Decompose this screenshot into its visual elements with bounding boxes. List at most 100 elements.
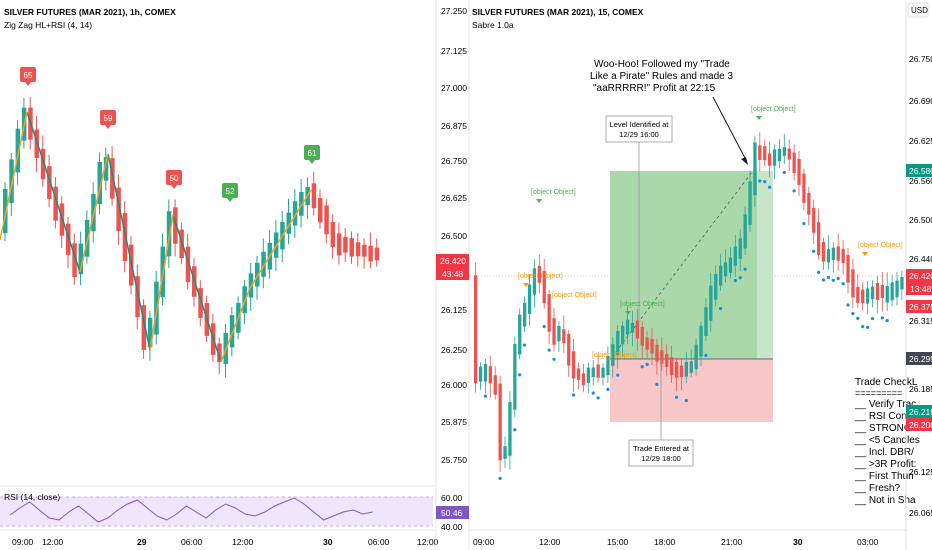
candle-body (885, 285, 889, 303)
candle-body (768, 153, 772, 166)
candle-body (229, 315, 235, 348)
svg-text:65: 65 (24, 71, 33, 80)
zigzag-labels: 65 59 50 52 61 (20, 67, 320, 202)
candle-body (217, 343, 222, 363)
zigzag-orange-line (220, 189, 312, 363)
candle-body (513, 344, 517, 410)
candle-body (650, 338, 654, 354)
sabre-dot (542, 324, 546, 329)
left-indicator-label[interactable]: Zig Zag HL+RSI (4, 14) (4, 20, 92, 30)
sabre-dot (885, 319, 889, 323)
candle-body (261, 251, 266, 277)
right-price-axis[interactable]: USD 26.750 26.690 26.625 26.560 26.500 2… (905, 0, 932, 550)
candle-body (9, 159, 14, 203)
left-time-axis[interactable]: 09:00 12:00 29 06:00 12:00 30 06:00 12:0… (0, 529, 439, 547)
rsi-line (9, 497, 373, 523)
candle-body (694, 344, 698, 370)
price-tick: 25.875 (441, 417, 467, 427)
candle-body (748, 181, 752, 225)
right-time-label: 09:00 (473, 537, 495, 547)
candle-body (116, 187, 121, 232)
candle-body (875, 283, 880, 300)
candle-body (47, 166, 52, 199)
price-tick: 26.750 (909, 54, 932, 64)
candle-body (831, 247, 835, 261)
candle-body (699, 325, 703, 357)
candle-body (782, 147, 786, 156)
candle-body (84, 219, 90, 257)
zigzag-orange-line (79, 153, 109, 273)
trade-path-line (611, 171, 753, 358)
sabre-dot (836, 276, 840, 281)
candle-body (557, 326, 561, 342)
candle-body (797, 158, 801, 185)
marker-arrow-icon (756, 116, 762, 120)
profit-annotation[interactable]: Woo-Hoo! Followed my "Trade Like a Pirat… (590, 59, 748, 165)
trade-entered-callout[interactable]: Trade Entered at 12/29 18:00 (628, 360, 694, 467)
candle-body (714, 274, 718, 300)
sabre-dot (880, 316, 884, 320)
candle-body (807, 192, 811, 215)
svg-text:50: 50 (170, 174, 179, 183)
checklist-item: __ >3R Profit: (854, 459, 916, 470)
price-badge (906, 269, 932, 282)
marker-label: [object Object] (751, 106, 796, 113)
left-chart-pane[interactable]: SILVER FUTURES (MAR 2021), 1h, COMEX Zig… (0, 7, 380, 378)
checklist-item: __ Verify Trac (854, 399, 916, 410)
price-tick: 27.125 (441, 46, 467, 56)
right-chart-pane[interactable]: SILVER FUTURES (MAR 2021), 15, COMEX Sab… (472, 7, 923, 506)
right-time-label: 12:00 (539, 537, 561, 547)
candle-body (374, 247, 380, 261)
sabre-dot (596, 396, 600, 400)
sabre-dot (856, 316, 860, 320)
candle-body (836, 246, 840, 261)
right-time-axis[interactable]: 09:00 12:00 15:00 18:00 21:00 30 03:00 (469, 529, 906, 547)
svg-text:Level Identified at: Level Identified at (610, 120, 670, 129)
checklist-item: __ Incl. DBR/ (854, 447, 914, 458)
candle-body (53, 186, 58, 221)
sabre-dot (738, 276, 742, 280)
candle-body (812, 207, 816, 233)
checklist-item: __ First Thun (854, 471, 914, 482)
marker-arrow-icon (862, 252, 868, 256)
candle-body (474, 275, 478, 384)
price-badge (906, 405, 932, 418)
candle-body (625, 319, 630, 335)
zigzag-flag: 52 (222, 183, 238, 202)
candle-body (821, 242, 826, 262)
rsi-band (0, 497, 433, 526)
svg-text:61: 61 (308, 149, 317, 158)
annotation-arrow-line (712, 96, 747, 161)
marker-label: [object Object] (531, 189, 576, 196)
candle-body (709, 285, 713, 321)
candle-body (542, 270, 546, 304)
candle-body (763, 146, 767, 161)
marker-label: [object Object] (552, 292, 597, 299)
marker-label: [object Object] (592, 352, 637, 359)
rsi-pane[interactable]: RSI (14, close) (0, 485, 435, 527)
marker-arrow-icon (625, 311, 631, 315)
candle-body (841, 248, 845, 264)
currency-button[interactable] (907, 2, 929, 18)
candle-body (601, 367, 605, 378)
price-badge-text: 26.215 (909, 407, 932, 417)
price-tick: 26.690 (909, 96, 932, 106)
svg-text:"aaRRRRR!" Profit at 22:15: "aaRRRRR!" Profit at 22:15 (593, 83, 716, 94)
level-identified-callout[interactable]: Level Identified at 12/29 16:00 (605, 115, 673, 327)
price-tick: 26.560 (909, 176, 932, 186)
candle-body (630, 322, 635, 333)
candle-body (851, 269, 855, 298)
candle-body (66, 223, 71, 255)
sabre-dot (733, 278, 737, 283)
zigzag-flag: 50 (166, 170, 182, 189)
candle-body (846, 254, 850, 283)
left-price-axis[interactable]: 27.250 27.125 27.000 26.875 26.750 26.62… (435, 0, 906, 550)
candle-body (670, 357, 674, 376)
sabre-dot (572, 393, 576, 397)
price-tick: 26.625 (441, 193, 467, 203)
candle-body (572, 351, 576, 379)
zigzag-teal-line (26, 111, 222, 363)
price-tick: 26.185 (909, 384, 932, 394)
right-indicator-label[interactable]: Sabre 1.0a (472, 20, 514, 30)
sabre-dots (483, 170, 889, 481)
